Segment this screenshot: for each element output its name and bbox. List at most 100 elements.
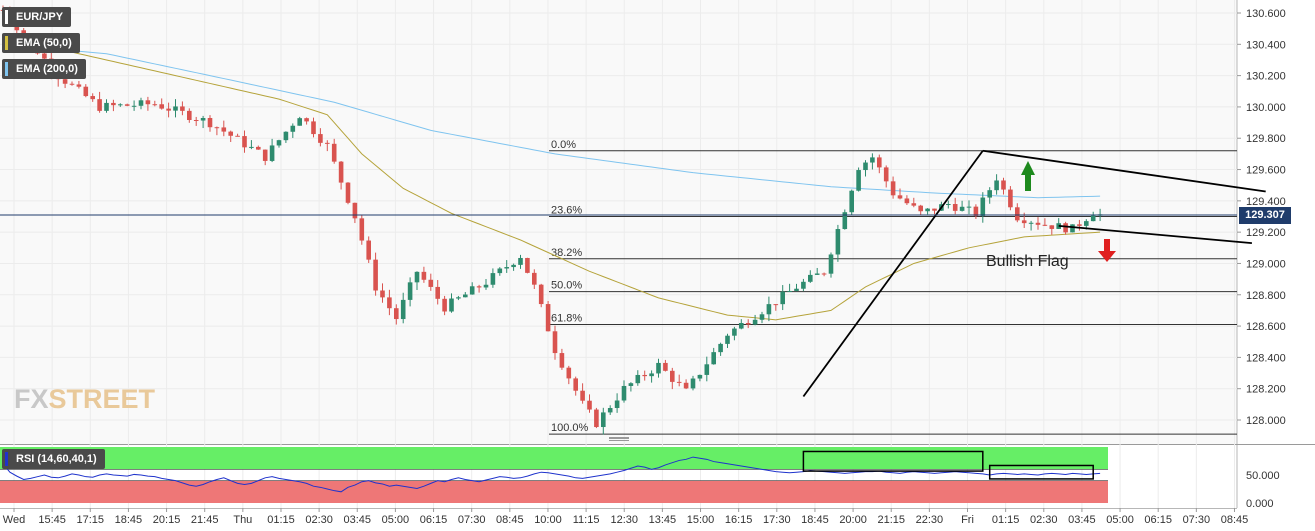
candle-body (801, 281, 806, 289)
candle-body (890, 181, 896, 196)
candle-body (131, 105, 137, 107)
x-tick-label: 05:00 (1106, 514, 1134, 526)
candle-body (449, 298, 454, 312)
x-tick-label: 18:45 (801, 514, 829, 526)
candle-body (911, 203, 917, 206)
x-tick-label: 06:15 (420, 514, 448, 526)
candle-body (1008, 189, 1013, 208)
candle-body (987, 190, 992, 198)
candle-body (766, 304, 772, 315)
candle-body (683, 382, 689, 389)
candle-body (1049, 225, 1055, 229)
candle-body (138, 100, 144, 106)
ema200-legend[interactable]: EMA (200,0) (2, 59, 86, 79)
y-tick-label: 130.200 (1246, 71, 1286, 83)
candle-body (476, 286, 482, 288)
candle-body (242, 136, 247, 148)
candle-body (304, 118, 309, 122)
candle-body (76, 84, 82, 87)
y-tick-label: 130.600 (1246, 8, 1286, 20)
rsi-label: RSI (14,60,40,1) (16, 453, 97, 465)
candle-body (704, 364, 710, 375)
x-tick-label: 01:15 (992, 514, 1020, 526)
y-tick-label: 128.400 (1246, 352, 1286, 364)
candle-body (283, 131, 289, 141)
ema50-legend[interactable]: EMA (50,0) (2, 33, 80, 53)
candle-body (725, 335, 730, 344)
candle-body (849, 190, 854, 213)
x-tick-label: 20:00 (839, 514, 867, 526)
candle-body (373, 259, 378, 291)
x-tick-label: 10:00 (534, 514, 562, 526)
candle-body (1028, 222, 1034, 224)
candle-body (421, 271, 427, 280)
candle-body (214, 127, 220, 129)
candle-body (235, 135, 240, 137)
y-tick-label: 129.800 (1246, 133, 1286, 145)
x-tick-label: 02:30 (305, 514, 333, 526)
x-tick-label: 16:15 (725, 514, 753, 526)
candle-body (414, 271, 420, 283)
x-tick-label: 21:45 (191, 514, 219, 526)
candle-body (952, 204, 958, 211)
x-tick-label: 01:15 (267, 514, 295, 526)
rsi-legend[interactable]: RSI (14,60,40,1) (2, 449, 105, 469)
candle-body (552, 331, 558, 354)
candle-body (752, 319, 758, 325)
candle-body (200, 118, 206, 121)
candle-body (745, 323, 751, 325)
candle-body (621, 385, 627, 401)
y-tick-label: 128.800 (1246, 290, 1286, 302)
x-tick-label: 03:45 (343, 514, 371, 526)
candle-body (614, 400, 620, 409)
ema50-swatch (5, 36, 8, 50)
rsi-highlight-box (802, 450, 984, 472)
candle-body (601, 412, 606, 428)
instrument-legend[interactable]: EUR/JPY (2, 7, 72, 27)
fxstreet-watermark-logo: FXSTREET (14, 384, 155, 415)
candle-body (249, 146, 254, 148)
candle-body (925, 208, 930, 212)
candle-body (124, 104, 130, 106)
candle-body (856, 170, 861, 191)
candle-body (1090, 215, 1096, 222)
candle-body (435, 286, 440, 299)
candle-body (1015, 207, 1020, 221)
candle-body (594, 409, 599, 428)
ema50-line (2, 39, 1101, 321)
candle-body (718, 343, 723, 353)
candle-body (1035, 222, 1041, 225)
scroll-handle-line (609, 440, 629, 441)
candle-body (276, 140, 282, 146)
y-tick-label: 129.200 (1246, 227, 1286, 239)
candle-body (959, 206, 965, 211)
y-tick-label: 129.000 (1246, 258, 1286, 270)
candle-body (62, 79, 68, 84)
candle-body (642, 374, 647, 377)
candle-body (366, 240, 371, 260)
candle-body (656, 362, 661, 374)
fib-level-label: 38.2% (551, 247, 582, 259)
candle-body (490, 273, 496, 285)
y-tick-label: 128.600 (1246, 321, 1286, 333)
y-tick-label: 129.600 (1246, 165, 1286, 177)
rsi-tick-label: 0.000 (1246, 498, 1274, 510)
candle-body (587, 400, 592, 410)
scroll-handle[interactable] (609, 437, 629, 439)
flag_upper-line (982, 149, 1266, 193)
ema200-label: EMA (200,0) (16, 63, 78, 75)
candle-body (187, 110, 192, 121)
candle-body (511, 264, 516, 268)
x-tick-label: 15:00 (687, 514, 715, 526)
x-tick-label: 06:15 (1144, 514, 1172, 526)
candle-body (111, 102, 116, 106)
candle-body (331, 143, 337, 162)
candle-body (193, 120, 199, 122)
candle-body (297, 118, 302, 126)
x-tick-label: 07:30 (458, 514, 486, 526)
bullish-flag-label: Bullish Flag (986, 253, 1069, 270)
candle-body (325, 142, 330, 144)
candle-body (663, 362, 668, 371)
candle-body (1021, 220, 1027, 224)
candle-body (711, 352, 716, 365)
